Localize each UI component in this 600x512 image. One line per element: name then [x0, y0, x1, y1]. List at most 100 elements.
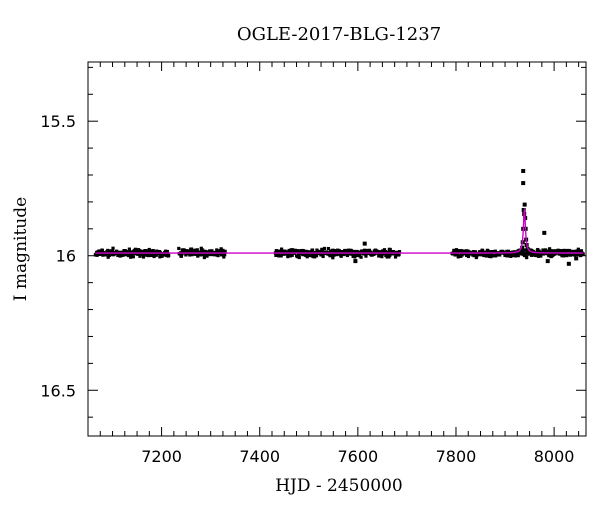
data-point — [196, 254, 200, 258]
data-point — [321, 254, 325, 259]
data-point — [516, 254, 520, 258]
data-point — [180, 252, 184, 256]
data-point — [373, 252, 377, 256]
y-tick-label: 16.5 — [40, 381, 76, 400]
y-axis-label: I magnitude — [11, 197, 31, 301]
data-point — [309, 252, 313, 256]
data-point — [187, 249, 191, 253]
data-point — [380, 252, 384, 256]
data-point — [332, 253, 336, 257]
data-point — [456, 252, 460, 256]
x-tick-label: 7400 — [239, 447, 280, 466]
data-point — [116, 253, 120, 258]
data-point — [97, 249, 101, 253]
data-point — [548, 249, 552, 253]
data-point — [296, 250, 300, 254]
data-point — [359, 255, 363, 259]
data-point — [377, 254, 381, 258]
data-point — [397, 252, 401, 257]
axis-ticks: 7200 7400 7600 7800 8000 15.5 16 16.5 — [40, 62, 586, 466]
data-point — [313, 255, 317, 259]
data-point — [505, 249, 509, 253]
x-axis-label: HJD - 2450000 — [275, 476, 403, 496]
data-point — [309, 250, 313, 254]
data-point — [180, 248, 184, 252]
data-point — [277, 254, 281, 258]
data-point — [216, 253, 220, 258]
data-point — [563, 253, 567, 257]
data-point — [367, 248, 372, 252]
data-point — [107, 253, 112, 257]
data-point — [353, 259, 358, 264]
data-point — [152, 254, 156, 259]
data-point — [494, 254, 498, 258]
data-point — [578, 249, 582, 253]
data-point — [184, 253, 188, 257]
data-point — [136, 250, 140, 254]
data-point — [515, 251, 520, 255]
data-point — [537, 254, 541, 258]
data-point — [146, 254, 150, 258]
x-tick-label: 7200 — [141, 447, 182, 466]
data-point — [177, 246, 181, 251]
data-point — [520, 252, 524, 256]
data-point — [363, 248, 367, 252]
data-point — [474, 255, 478, 260]
data-point — [223, 249, 227, 253]
data-point — [460, 249, 464, 253]
data-point — [322, 246, 327, 251]
data-point — [512, 253, 516, 258]
data-point — [364, 248, 368, 253]
data-point — [193, 248, 197, 252]
data-point — [548, 247, 552, 251]
data-point — [362, 241, 367, 246]
data-point — [305, 255, 309, 259]
data-point — [545, 249, 550, 254]
data-point — [129, 255, 133, 259]
data-point — [291, 248, 295, 252]
data-point — [548, 252, 553, 257]
data-point — [137, 252, 141, 257]
data-point — [191, 249, 195, 253]
data-point — [140, 249, 144, 253]
data-point — [221, 248, 225, 252]
data-point — [179, 254, 184, 258]
model-curve — [95, 207, 584, 254]
data-point — [331, 256, 335, 260]
data-point — [100, 248, 105, 253]
data-point — [539, 254, 543, 258]
data-point — [304, 249, 308, 253]
data-point — [222, 255, 226, 259]
data-point — [581, 252, 585, 256]
data-point — [566, 252, 570, 257]
data-point — [386, 250, 390, 254]
data-point — [106, 255, 110, 259]
data-point — [390, 252, 394, 256]
plot-frame — [87, 61, 587, 437]
data-point — [525, 256, 529, 260]
data-point — [339, 254, 343, 258]
data-point — [542, 230, 547, 235]
data-point — [521, 168, 526, 173]
data-point — [109, 249, 113, 253]
data-point — [306, 250, 310, 254]
data-point — [382, 248, 387, 252]
data-point — [498, 253, 502, 257]
data-point — [566, 261, 571, 266]
data-point — [288, 254, 293, 258]
data-point — [201, 250, 206, 254]
data-point — [280, 247, 284, 251]
data-point — [297, 255, 301, 260]
data-point — [110, 249, 115, 253]
data-point — [378, 250, 382, 254]
data-point — [364, 254, 368, 258]
data-point — [473, 250, 478, 254]
data-point — [466, 254, 470, 259]
data-point — [380, 255, 384, 259]
data-point — [522, 202, 527, 207]
data-point — [565, 248, 569, 253]
data-point — [314, 254, 319, 258]
data-point — [393, 255, 398, 259]
y-tick-label: 16 — [56, 247, 76, 266]
